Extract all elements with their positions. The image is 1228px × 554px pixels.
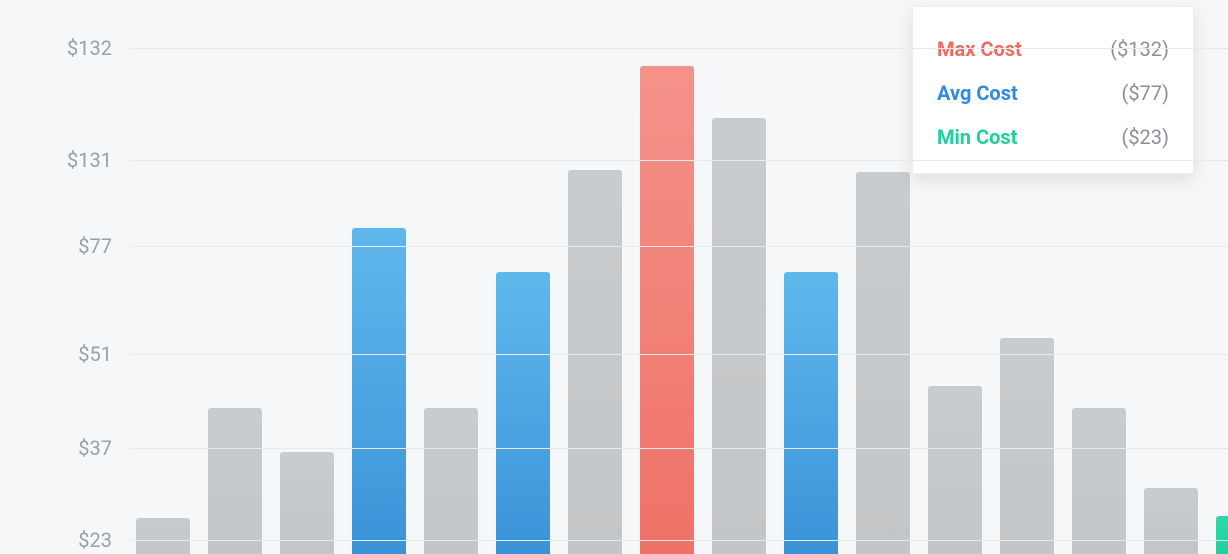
tooltip-value-max: ($132) <box>1110 37 1169 61</box>
gridline <box>130 448 1228 449</box>
bar <box>640 66 694 554</box>
cost-bar-chart: $132 $131 $77 $51 $37 $23 Max Cost ($132) Avg… <box>0 0 1228 554</box>
tooltip-row-avg: Avg Cost ($77) <box>913 71 1193 115</box>
tooltip-label-max: Max Cost <box>937 37 1022 61</box>
tooltip-row-min: Min Cost ($23) <box>913 115 1193 159</box>
cost-tooltip: Max Cost ($132) Avg Cost ($77) Min Cost … <box>912 6 1194 174</box>
bar <box>136 518 190 554</box>
bar <box>208 408 262 554</box>
gridline <box>130 160 1228 161</box>
bar <box>1072 408 1126 554</box>
y-tick-label: $37 <box>78 436 112 460</box>
bar <box>928 386 982 554</box>
bar <box>424 408 478 554</box>
bar <box>568 170 622 554</box>
tooltip-label-avg: Avg Cost <box>937 81 1018 105</box>
bar <box>280 452 334 554</box>
bar <box>352 228 406 554</box>
y-tick-label: $132 <box>67 36 112 60</box>
bar <box>856 172 910 554</box>
y-axis: $132 $131 $77 $51 $37 $23 <box>0 0 120 554</box>
y-tick-label: $51 <box>78 342 112 366</box>
gridline <box>130 540 1228 541</box>
y-tick-label: $77 <box>78 234 112 258</box>
bar <box>1216 516 1228 554</box>
y-tick-label: $131 <box>67 148 112 172</box>
tooltip-row-max: Max Cost ($132) <box>913 27 1193 71</box>
bar <box>784 272 838 554</box>
gridline <box>130 354 1228 355</box>
bar <box>1144 488 1198 554</box>
gridline <box>130 246 1228 247</box>
tooltip-label-min: Min Cost <box>937 125 1017 149</box>
bar <box>1000 338 1054 554</box>
bar <box>712 118 766 554</box>
y-tick-label: $23 <box>78 528 112 552</box>
tooltip-value-avg: ($77) <box>1121 81 1169 105</box>
bar <box>496 272 550 554</box>
tooltip-value-min: ($23) <box>1121 125 1169 149</box>
gridline <box>130 48 1228 49</box>
